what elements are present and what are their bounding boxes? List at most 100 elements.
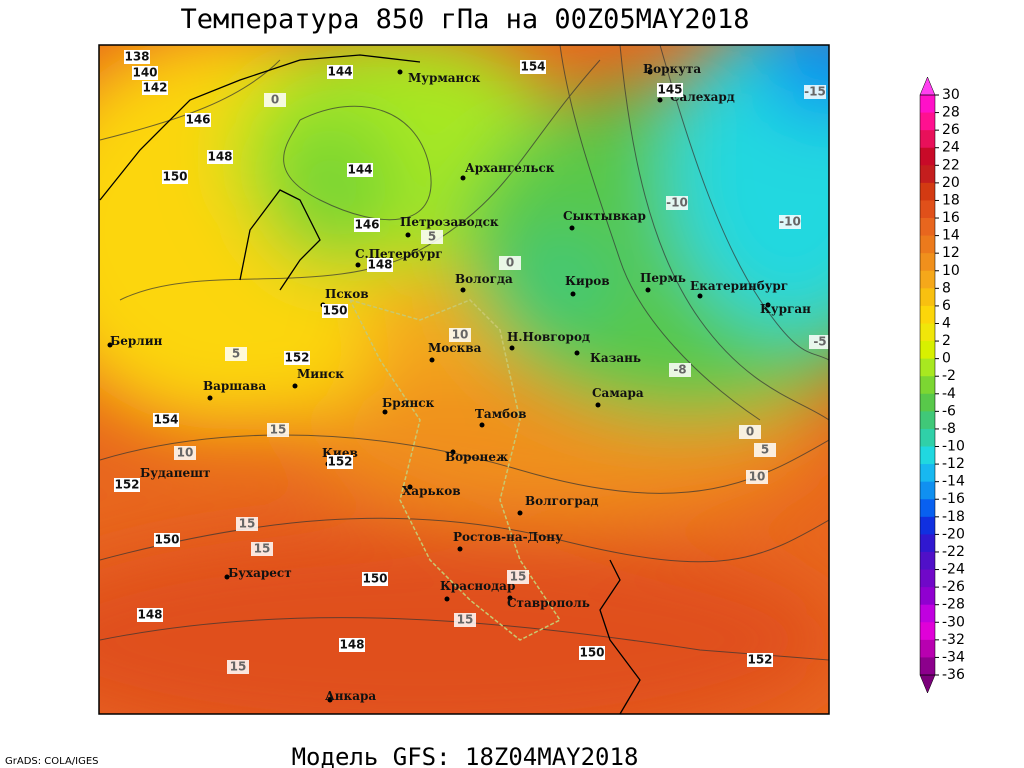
city-dot bbox=[765, 302, 771, 308]
height-label: 148 bbox=[207, 150, 232, 164]
temperature-label-box bbox=[739, 425, 761, 439]
colorbar-segment bbox=[920, 235, 935, 254]
city-label: Ростов-на-Дону bbox=[453, 530, 563, 544]
credit: GrADS: COLA/IGES bbox=[5, 756, 99, 767]
colorbar-segment bbox=[920, 587, 935, 606]
temperature-label-box bbox=[421, 230, 443, 244]
height-label: 150 bbox=[362, 572, 387, 586]
temperature-label: 0 bbox=[271, 93, 279, 107]
height-label-box bbox=[327, 455, 353, 469]
height-label: 150 bbox=[162, 170, 187, 184]
temperature-label: 15 bbox=[457, 613, 474, 627]
height-label-box bbox=[162, 170, 188, 184]
height-label-box bbox=[747, 653, 773, 667]
colorbar-tick-label: -12 bbox=[942, 456, 965, 472]
city-dot bbox=[355, 262, 361, 268]
city-label: Воркута bbox=[643, 62, 701, 76]
city-dot bbox=[224, 574, 230, 580]
city-label: Тамбов bbox=[475, 407, 526, 421]
colorbar-tick-label: 8 bbox=[942, 280, 951, 296]
height-label: 146 bbox=[185, 113, 210, 127]
temperature-label: 5 bbox=[428, 230, 436, 244]
city-dot bbox=[570, 291, 576, 297]
colorbar-segment bbox=[920, 639, 935, 658]
colorbar-segment bbox=[920, 551, 935, 571]
height-label: 150 bbox=[322, 304, 347, 318]
colorbar-frame bbox=[919, 94, 936, 676]
city-dot bbox=[327, 697, 333, 703]
colorbar-segment bbox=[920, 130, 935, 149]
colorbar-segment bbox=[920, 481, 935, 500]
height-label: 148 bbox=[367, 258, 392, 272]
temperature-label: -8 bbox=[673, 363, 686, 377]
colorbar-tick-label: 4 bbox=[942, 315, 951, 331]
colorbar-tick-label: -24 bbox=[942, 562, 965, 578]
height-label: 148 bbox=[137, 608, 162, 622]
colorbar-over bbox=[919, 76, 936, 96]
colorbar-tick-label: 16 bbox=[942, 210, 960, 226]
colorbar-segment bbox=[920, 358, 935, 377]
colorbar-segment bbox=[920, 428, 935, 448]
city-dot bbox=[479, 422, 485, 428]
map: Мурманск Архангельск Петрозаводск С.Петербу… bbox=[99, 45, 829, 714]
colorbar-segment bbox=[920, 657, 935, 676]
city-dot bbox=[457, 546, 463, 552]
city-label: Самара bbox=[592, 386, 644, 400]
city-label: Н.Новгород bbox=[507, 330, 590, 344]
height-label: 140 bbox=[132, 66, 157, 80]
height-label-box bbox=[327, 65, 353, 79]
height-label: 154 bbox=[153, 413, 178, 427]
city-label: Казань bbox=[590, 351, 641, 365]
coastlines bbox=[99, 54, 641, 714]
city-dot bbox=[574, 350, 580, 356]
city-label: Архангельск bbox=[465, 161, 555, 175]
city-dot bbox=[460, 175, 466, 181]
height-label-box bbox=[142, 81, 168, 95]
height-label-box bbox=[185, 113, 211, 127]
height-label: 148 bbox=[339, 638, 364, 652]
colorbar-segment bbox=[920, 622, 935, 641]
city-dot bbox=[450, 449, 456, 455]
city-label: Мурманск bbox=[408, 71, 481, 85]
city-label: Ставрополь bbox=[507, 596, 590, 610]
temperature-label: 5 bbox=[761, 443, 769, 457]
colorbar-segment bbox=[920, 411, 935, 430]
height-label: 150 bbox=[154, 533, 179, 547]
temperature-label: 15 bbox=[254, 542, 271, 556]
height-label-box bbox=[153, 413, 179, 427]
height-label-box bbox=[657, 83, 683, 97]
city-label: Варшава bbox=[203, 379, 266, 393]
colorbar-tick-label: -4 bbox=[942, 386, 956, 402]
city-dot bbox=[657, 97, 663, 103]
map-frame bbox=[98, 44, 830, 715]
city-label: Брянск bbox=[382, 396, 435, 410]
height-label: 144 bbox=[347, 163, 372, 177]
colorbar-tick-label: 0 bbox=[942, 351, 951, 367]
colorbar-segment bbox=[920, 182, 935, 201]
colorbar-tick-label: 26 bbox=[942, 122, 960, 138]
colorbar-segment bbox=[920, 165, 935, 184]
colorbar-segment bbox=[920, 270, 935, 289]
colorbar-segment bbox=[920, 569, 935, 588]
subtitle: Модель GFS: 18Z04MAY2018 bbox=[292, 743, 639, 768]
city-label: Салехард bbox=[670, 90, 735, 104]
city-dot bbox=[460, 287, 466, 293]
city-dot bbox=[697, 293, 703, 299]
temperature-label: -10 bbox=[666, 196, 688, 210]
colorbar-under bbox=[919, 674, 936, 694]
colorbar-segment bbox=[920, 499, 935, 518]
height-label: 152 bbox=[114, 478, 139, 492]
title: Температура 850 гПа на 00Z05MAY2018 bbox=[181, 4, 750, 35]
colorbar-tick-label: 28 bbox=[942, 105, 960, 121]
city-dot bbox=[647, 69, 653, 75]
colorbar-segment bbox=[920, 147, 935, 166]
colorbar-tick-label: -2 bbox=[942, 368, 956, 384]
city-dot bbox=[107, 342, 113, 348]
colorbar-segment bbox=[920, 604, 935, 623]
city-label: Пермь bbox=[640, 271, 686, 285]
colorbar-tick-label: 2 bbox=[942, 333, 951, 349]
colorbar-tick-label: -14 bbox=[942, 474, 965, 490]
colorbar-tick-label: -32 bbox=[942, 632, 965, 648]
height-label-box bbox=[354, 218, 380, 232]
height-label: 145 bbox=[657, 83, 682, 97]
